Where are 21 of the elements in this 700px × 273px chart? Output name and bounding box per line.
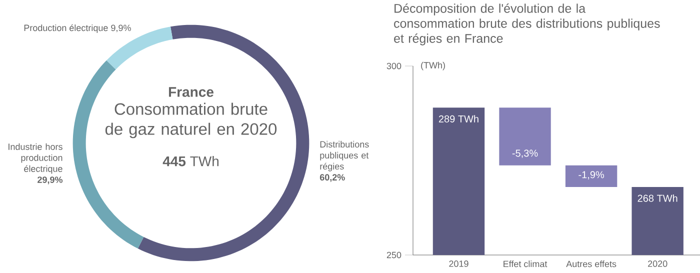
annotation: -1,9% <box>578 171 604 180</box>
y-tick-label: 250 <box>386 252 402 258</box>
x-tick-label: Effet climat <box>504 260 548 268</box>
data-label: 9,9% <box>111 24 131 32</box>
x-tick-label: Autres effets <box>566 260 616 268</box>
y-axis-title: (TWh) <box>421 62 445 70</box>
slice-label: Industrie hors production électrique <box>8 143 62 174</box>
data-label: 268 TWh <box>638 194 678 202</box>
x-tick-label: 2019 <box>449 260 468 267</box>
slice-label: Production électrique <box>24 24 108 33</box>
data-label: 60,2% <box>320 174 345 182</box>
data-label: 289 TWh <box>438 115 478 122</box>
x-tick-label: 2020 <box>648 260 668 267</box>
text: France <box>168 87 214 97</box>
slice-label: Distributions publiques et régies <box>320 140 369 172</box>
annotation: -5,3% <box>512 150 538 158</box>
text: Consommation brute de gaz naturel en 2020 <box>105 102 277 138</box>
text: 445 TWh <box>162 156 218 166</box>
y-tick-label: 300 <box>386 62 402 70</box>
chart-title: Décomposition de l'évolution de la consommation brute des distributions publiques et régies en France <box>394 4 660 46</box>
data-label: 29,9% <box>38 176 63 184</box>
